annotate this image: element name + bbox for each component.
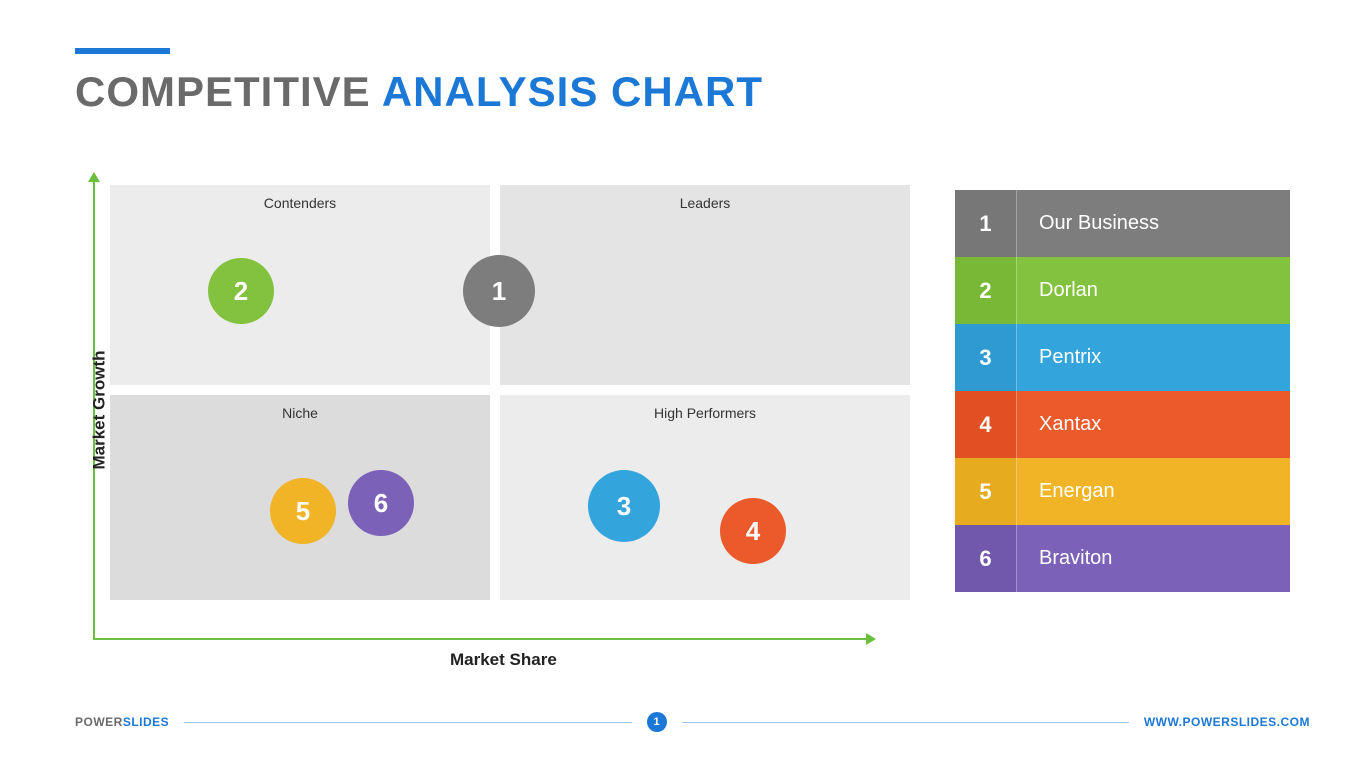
x-axis — [93, 638, 868, 640]
quadrant-label: Contenders — [110, 195, 490, 211]
legend-label: Dorlan — [1017, 257, 1290, 324]
page-number-badge: 1 — [647, 712, 667, 732]
title-part2: ANALYSIS CHART — [382, 68, 763, 115]
footer-brand-part2: SLIDES — [123, 715, 169, 729]
footer-divider — [682, 722, 1129, 723]
title-accent-bar — [75, 48, 170, 54]
bubble-5: 5 — [270, 478, 336, 544]
x-axis-label: Market Share — [450, 650, 557, 670]
title-part1: COMPETITIVE — [75, 68, 371, 115]
legend-label: Our Business — [1017, 190, 1290, 257]
legend-row: 1Our Business — [955, 190, 1290, 257]
legend-number: 2 — [955, 257, 1017, 324]
slide: COMPETITIVE ANALYSIS CHART Market Growth… — [0, 0, 1365, 767]
legend-row: 2Dorlan — [955, 257, 1290, 324]
quadrant-label: Leaders — [500, 195, 910, 211]
legend-label: Braviton — [1017, 525, 1290, 592]
legend-number: 3 — [955, 324, 1017, 391]
footer-divider — [184, 722, 631, 723]
legend-number: 1 — [955, 190, 1017, 257]
footer: POWERSLIDES 1 WWW.POWERSLIDES.COM — [75, 712, 1310, 732]
quadrant-contenders: Contenders — [110, 185, 490, 385]
legend-row: 5Energan — [955, 458, 1290, 525]
legend-number: 4 — [955, 391, 1017, 458]
x-axis-arrow-icon — [866, 633, 876, 645]
bubble-3: 3 — [588, 470, 660, 542]
bubble-4: 4 — [720, 498, 786, 564]
y-axis-label: Market Growth — [90, 350, 110, 469]
legend-label: Pentrix — [1017, 324, 1290, 391]
legend-label: Xantax — [1017, 391, 1290, 458]
legend-number: 5 — [955, 458, 1017, 525]
footer-brand-part1: POWER — [75, 715, 123, 729]
legend-row: 3Pentrix — [955, 324, 1290, 391]
bubble-6: 6 — [348, 470, 414, 536]
bubble-1: 1 — [463, 255, 535, 327]
quadrant-high-performers: High Performers — [500, 395, 910, 600]
quadrant-label: Niche — [110, 405, 490, 421]
legend-row: 6Braviton — [955, 525, 1290, 592]
legend: 1Our Business2Dorlan3Pentrix4Xantax5Ener… — [955, 190, 1290, 592]
quadrant-leaders: Leaders — [500, 185, 910, 385]
page-title: COMPETITIVE ANALYSIS CHART — [75, 68, 763, 116]
bubble-2: 2 — [208, 258, 274, 324]
legend-row: 4Xantax — [955, 391, 1290, 458]
legend-label: Energan — [1017, 458, 1290, 525]
legend-number: 6 — [955, 525, 1017, 592]
quadrant-label: High Performers — [500, 405, 910, 421]
footer-url: WWW.POWERSLIDES.COM — [1144, 715, 1310, 729]
footer-brand: POWERSLIDES — [75, 715, 169, 729]
y-axis-arrow-icon — [88, 172, 100, 182]
